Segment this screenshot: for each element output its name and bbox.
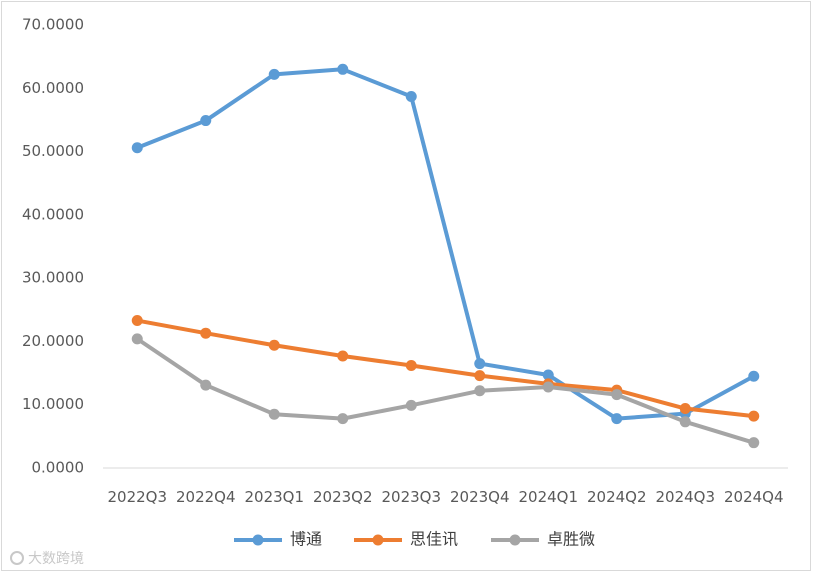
legend-label: 卓胜微	[547, 530, 595, 549]
data-point	[611, 389, 623, 401]
series-1	[131, 63, 760, 425]
x-tick-label: 2024Q1	[518, 488, 578, 506]
legend-item: 思佳讯	[354, 530, 458, 549]
x-axis-labels: 2022Q3 2022Q4 2023Q1 2023Q2 2023Q3 2023Q4 2024…	[107, 488, 783, 506]
x-tick-label: 2023Q3	[381, 488, 441, 506]
data-point	[679, 403, 691, 415]
x-tick-label: 2022Q4	[176, 488, 236, 506]
series-3	[131, 333, 760, 449]
x-tick-label: 2024Q2	[587, 488, 647, 506]
data-point	[131, 315, 143, 327]
data-point	[405, 359, 417, 371]
data-point	[268, 68, 280, 80]
series-2	[131, 315, 760, 422]
y-tick-label: 60.0000	[22, 79, 84, 97]
data-point	[405, 91, 417, 103]
x-tick-label: 2023Q4	[450, 488, 510, 506]
data-point	[474, 358, 486, 370]
series-line	[135, 336, 756, 445]
data-point	[611, 413, 623, 425]
watermark-text: 大数跨境	[28, 551, 84, 567]
legend-item: 卓胜微	[491, 530, 595, 549]
series-line	[135, 318, 756, 419]
series-layer	[131, 63, 760, 449]
legend-marker	[372, 534, 384, 546]
data-point	[268, 408, 280, 420]
y-tick-label: 70.0000	[22, 16, 84, 34]
x-tick-label: 2024Q4	[724, 488, 784, 506]
data-point	[268, 339, 280, 351]
data-point	[337, 350, 349, 362]
data-point	[748, 410, 760, 422]
x-tick-label: 2023Q1	[244, 488, 304, 506]
legend-label: 思佳讯	[410, 530, 458, 549]
watermark: 大数跨境	[10, 548, 84, 568]
y-tick-label: 0.0000	[32, 459, 85, 477]
data-point	[131, 333, 143, 345]
legend-marker	[252, 534, 264, 546]
series-line	[135, 67, 756, 421]
data-point	[337, 63, 349, 75]
legend-label: 博通	[290, 530, 322, 549]
data-point	[542, 381, 554, 393]
y-tick-label: 10.0000	[22, 395, 84, 413]
data-point	[474, 370, 486, 382]
data-point	[200, 379, 212, 391]
y-tick-label: 40.0000	[22, 205, 84, 223]
data-point	[748, 437, 760, 449]
y-tick-label: 20.0000	[22, 332, 84, 350]
data-point	[679, 416, 691, 428]
data-point	[405, 399, 417, 411]
legend: 博通 思佳讯 卓胜微	[234, 530, 595, 549]
data-point	[200, 115, 212, 127]
data-point	[542, 369, 554, 381]
data-point	[200, 327, 212, 339]
data-point	[474, 385, 486, 397]
legend-item: 博通	[234, 530, 322, 549]
y-tick-label: 50.0000	[22, 142, 84, 160]
data-point	[748, 370, 760, 382]
x-tick-label: 2023Q2	[313, 488, 373, 506]
data-point	[337, 413, 349, 425]
x-tick-label: 2022Q3	[107, 488, 167, 506]
y-axis-labels: 0.0000 10.0000 20.0000 30.0000 40.0000 50.000…	[22, 16, 84, 477]
legend-marker	[509, 534, 521, 546]
y-tick-label: 30.0000	[22, 269, 84, 287]
x-tick-label: 2024Q3	[655, 488, 715, 506]
data-point	[131, 142, 143, 154]
watermark-logo-icon	[10, 551, 24, 565]
